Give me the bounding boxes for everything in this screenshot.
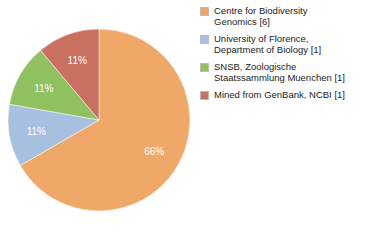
svg-text:11%: 11% [27, 126, 46, 137]
svg-text:66%: 66% [144, 146, 164, 157]
html-text:Mined from GenBank, NCBI [1]: Mined from GenBank, NCBI [1] [214, 88, 345, 100]
svg-text:11%: 11% [68, 55, 87, 66]
svg-text:11%: 11% [34, 83, 53, 94]
html-text:Centre for Biodiversity Genomi: Centre for Biodiversity Genomics [6] [214, 5, 308, 27]
html-text:University of Florence, Depart: University of Florence, Department of Bi… [214, 32, 322, 55]
html-text:SNSB, Zoologische Staatssammlu: SNSB, Zoologische Staatssammlung Muenche… [214, 60, 345, 83]
